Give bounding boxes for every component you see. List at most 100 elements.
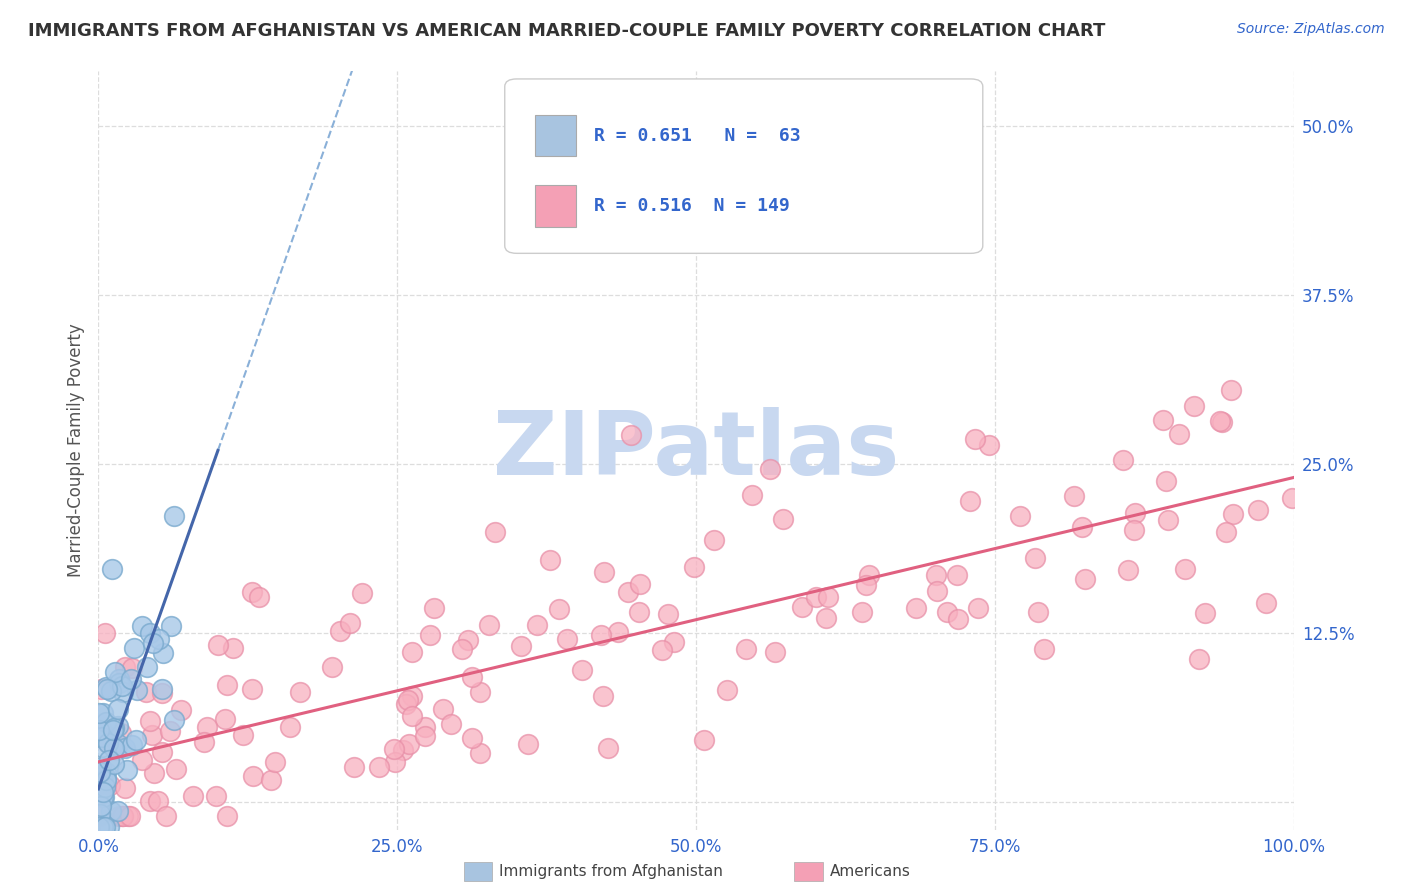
Point <box>401 709 423 723</box>
Point <box>735 641 758 656</box>
Point <box>526 618 548 632</box>
Point <box>89 723 111 737</box>
Point <box>935 606 957 620</box>
Point <box>858 567 880 582</box>
Point <box>620 428 643 442</box>
Point <box>1070 519 1092 533</box>
Point <box>111 809 134 823</box>
Point <box>1008 508 1031 523</box>
Point <box>927 583 949 598</box>
FancyBboxPatch shape <box>534 114 576 156</box>
Point <box>1123 523 1146 537</box>
Point <box>260 772 283 787</box>
Point <box>94 780 117 795</box>
Point <box>135 684 157 698</box>
Point <box>100 804 122 818</box>
Point <box>461 670 484 684</box>
Point <box>107 672 129 686</box>
Point <box>1074 572 1097 586</box>
Point <box>240 584 263 599</box>
Point <box>1118 563 1140 577</box>
Point <box>101 723 124 738</box>
Point <box>396 693 419 707</box>
Point <box>93 625 115 640</box>
Point <box>90 760 112 774</box>
Text: R = 0.516  N = 149: R = 0.516 N = 149 <box>595 197 790 215</box>
Point <box>457 632 479 647</box>
Point <box>150 745 173 759</box>
Point <box>1028 605 1050 619</box>
Point <box>1156 474 1178 488</box>
Point <box>91 785 114 799</box>
Point <box>592 565 614 579</box>
Point <box>946 568 969 582</box>
Point <box>423 600 446 615</box>
Point <box>117 809 139 823</box>
Point <box>108 809 131 823</box>
Point <box>368 760 391 774</box>
Point <box>90 730 112 744</box>
Point <box>382 742 405 756</box>
Point <box>401 645 423 659</box>
Point <box>107 719 129 733</box>
Point <box>97 736 120 750</box>
Point <box>249 590 271 604</box>
Point <box>763 645 786 659</box>
Point <box>100 562 122 576</box>
Point <box>97 736 120 750</box>
Point <box>96 773 118 788</box>
Point <box>589 628 612 642</box>
Point <box>170 703 193 717</box>
Point <box>509 639 531 653</box>
Point <box>240 681 263 696</box>
Point <box>89 820 111 834</box>
Point <box>107 737 129 751</box>
Point <box>540 553 562 567</box>
Point <box>242 769 264 783</box>
Point <box>94 765 117 780</box>
Point <box>89 764 111 779</box>
Point <box>1184 399 1206 413</box>
Point <box>904 600 927 615</box>
Point <box>967 601 990 615</box>
Point <box>683 560 706 574</box>
Point <box>131 753 153 767</box>
Point <box>855 578 877 592</box>
Point <box>89 730 111 744</box>
Point <box>772 512 794 526</box>
Point <box>352 586 374 600</box>
Point <box>716 683 738 698</box>
Point <box>141 728 163 742</box>
Point <box>110 726 132 740</box>
FancyBboxPatch shape <box>505 79 983 253</box>
Point <box>1247 503 1270 517</box>
Point <box>139 794 162 808</box>
Point <box>925 568 948 582</box>
Point <box>139 714 162 728</box>
Point <box>607 624 630 639</box>
Point <box>152 646 174 660</box>
Point <box>963 432 986 446</box>
Point <box>851 606 873 620</box>
Point <box>232 728 254 742</box>
Point <box>96 681 118 696</box>
Point <box>89 682 111 697</box>
Point <box>114 660 136 674</box>
Point <box>221 641 243 656</box>
Point <box>107 702 129 716</box>
Point <box>1211 415 1233 429</box>
Point <box>1222 507 1244 521</box>
Text: Immigrants from Afghanistan: Immigrants from Afghanistan <box>499 864 723 879</box>
Point <box>89 706 111 720</box>
Point <box>103 741 125 756</box>
Point <box>555 632 578 646</box>
Point <box>150 686 173 700</box>
Text: IMMIGRANTS FROM AFGHANISTAN VS AMERICAN MARRIED-COUPLE FAMILY POVERTY CORRELATIO: IMMIGRANTS FROM AFGHANISTAN VS AMERICAN … <box>28 22 1105 40</box>
Point <box>120 673 142 687</box>
Point <box>111 809 134 823</box>
Text: Americans: Americans <box>830 864 911 879</box>
Point <box>617 585 640 599</box>
Point <box>93 789 115 804</box>
Point <box>792 599 814 614</box>
Point <box>598 741 620 756</box>
